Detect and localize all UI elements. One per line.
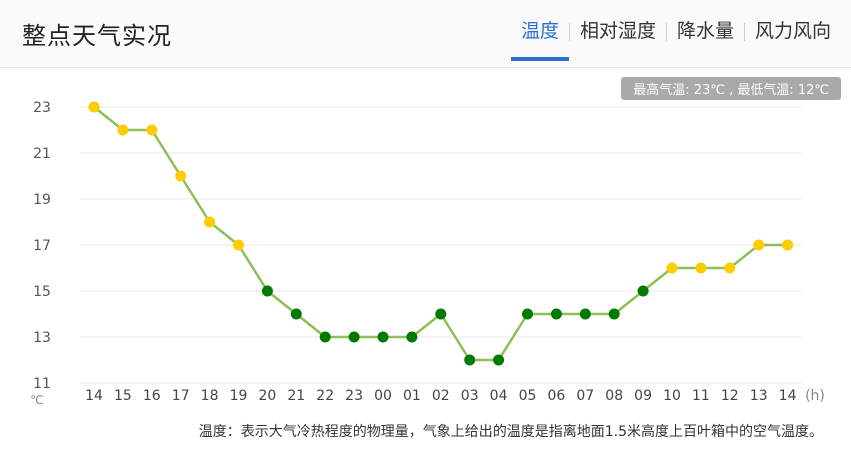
tab-wind[interactable]: 风力风向 (754, 20, 831, 42)
data-point (261, 285, 273, 297)
tab-separator (568, 23, 570, 41)
tab-bar: 温度 相对湿度 降水量 风力风向 (510, 18, 841, 61)
x-tick-label: 02 (432, 388, 450, 404)
y-tick-label: 11 (33, 376, 51, 392)
data-point (782, 239, 794, 251)
data-point (290, 308, 302, 320)
temperature-series-line (93, 106, 788, 362)
x-tick-label: 13 (750, 388, 768, 404)
x-tick-label: 23 (345, 388, 363, 404)
x-tick-label: 03 (461, 388, 479, 404)
data-point (666, 262, 678, 274)
data-point (348, 331, 360, 343)
x-tick-label: 14 (779, 388, 797, 404)
x-tick-label: 06 (547, 388, 565, 404)
tab-humidity[interactable]: 相对湿度 (579, 20, 656, 42)
y-tick-label: 13 (33, 330, 51, 346)
data-point (753, 239, 765, 251)
chart-footnote: 温度：表示大气冷热程度的物理量，气象上给出的温度是指离地面1.5米高度上百叶箱中… (198, 424, 823, 440)
tab-temperature[interactable]: 温度 (510, 18, 569, 61)
tab-precipitation[interactable]: 降水量 (676, 20, 734, 42)
x-tick-label: 18 (201, 388, 219, 404)
x-tick-label: 07 (576, 388, 594, 404)
y-tick-label: 19 (33, 192, 51, 208)
y-tick-label: 21 (33, 146, 51, 162)
x-tick-label: 05 (519, 388, 537, 404)
x-tick-label: 20 (258, 388, 276, 404)
x-tick-label: 04 (490, 388, 508, 404)
x-tick-label: 15 (114, 388, 132, 404)
y-axis-unit: ℃ (30, 393, 43, 407)
x-tick-label: 21 (287, 388, 305, 404)
data-point (522, 308, 533, 320)
data-point (493, 354, 505, 366)
x-tick-label: 08 (605, 388, 623, 404)
data-point (233, 239, 244, 251)
x-tick-label: 19 (230, 388, 248, 404)
tab-separator (665, 23, 667, 41)
data-point (204, 216, 216, 228)
data-point (550, 308, 562, 320)
data-point (377, 331, 389, 343)
data-point (406, 331, 418, 343)
x-axis-unit: (h) (805, 388, 825, 404)
temperature-range-badge: 最高气温: 23℃ , 最低气温: 12℃ (621, 77, 841, 100)
x-tick-label: 09 (634, 388, 652, 404)
y-tick-label: 23 (33, 100, 51, 116)
data-point (464, 354, 476, 366)
x-tick-label: 10 (663, 388, 681, 404)
data-point (175, 170, 187, 182)
x-tick-label: 00 (374, 388, 392, 404)
data-point (435, 308, 447, 320)
data-point (695, 262, 707, 274)
x-tick-label: 01 (403, 388, 421, 404)
header: 整点天气实况 温度 相对湿度 降水量 风力风向 (0, 0, 851, 68)
x-tick-label: 12 (721, 388, 739, 404)
x-tick-label: 14 (85, 388, 103, 404)
x-tick-label: 17 (172, 388, 190, 404)
data-point (637, 285, 649, 297)
y-tick-label: 17 (33, 238, 51, 254)
data-point (608, 308, 620, 320)
data-point (579, 308, 591, 320)
data-point (88, 101, 100, 113)
page-title: 整点天气实况 (22, 22, 172, 50)
data-point (724, 262, 736, 274)
tab-separator (743, 23, 745, 41)
x-tick-label: 16 (143, 388, 161, 404)
x-tick-label: 22 (316, 388, 334, 404)
data-point (146, 124, 158, 136)
data-point (319, 331, 331, 343)
y-tick-label: 15 (33, 284, 51, 300)
data-point (117, 124, 129, 136)
x-tick-label: 11 (692, 388, 710, 404)
